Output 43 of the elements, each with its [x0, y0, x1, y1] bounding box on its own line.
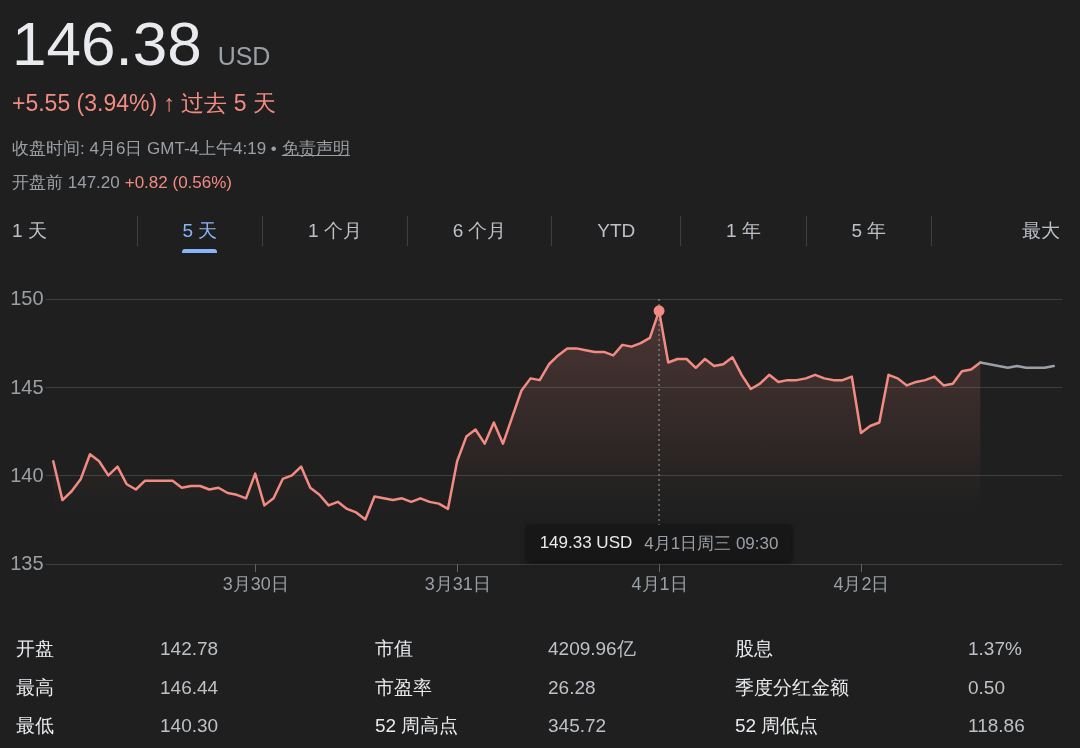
- text: 开盘: [16, 637, 54, 659]
- text: 市值: [375, 637, 413, 659]
- text: 0.50: [968, 676, 1005, 698]
- text: 5 天: [182, 220, 218, 241]
- x-tick-label: 3月30日: [222, 573, 289, 594]
- y-tick-label: 145: [10, 375, 44, 398]
- text: 开盘前 147.20: [12, 173, 120, 192]
- text: 股息: [735, 637, 773, 659]
- x-tick-label: 4月1日: [631, 573, 688, 594]
- text: 5 年: [851, 220, 887, 241]
- text: 146.44: [160, 676, 219, 698]
- text: 52 周高点: [375, 714, 459, 736]
- tooltip: 149.33 USD 4月1日周三 09:30: [526, 525, 792, 562]
- text: 收盘时间: 4月6日 GMT-4上午4:19 •: [12, 139, 277, 158]
- text: 最大: [1022, 220, 1061, 241]
- y-tick-label: 140: [10, 463, 44, 486]
- text: +0.82 (0.56%): [124, 173, 232, 192]
- text: 市盈率: [375, 676, 432, 698]
- text: 1.37%: [968, 637, 1022, 659]
- text: 最低: [16, 714, 54, 736]
- text: 最高: [16, 676, 54, 698]
- text: 4209.96亿: [548, 637, 636, 659]
- text: 1 个月: [308, 220, 362, 241]
- text: 免责声明: [281, 139, 350, 158]
- chart-subtitle: +5.55 (3.94%) ↑ 过去 5 天: [12, 90, 276, 116]
- x-tick-label: 4月2日: [833, 573, 890, 594]
- text: 26.28: [548, 676, 596, 698]
- text: 1 天: [12, 220, 47, 241]
- text: 118.86: [968, 714, 1025, 736]
- text: 6 个月: [452, 220, 507, 241]
- annotation: 149.33 USD: [539, 533, 633, 554]
- y-tick-label: 135: [10, 551, 44, 574]
- text: YTD: [597, 220, 636, 241]
- text: 季度分红金额: [735, 676, 849, 698]
- text: 140.30: [160, 714, 219, 736]
- x-tick-label: 3月31日: [424, 573, 491, 594]
- annotation: 4月1日周三 09:30: [644, 532, 779, 555]
- chart-title: 146.38 USD: [12, 9, 271, 78]
- text: 1 年: [725, 220, 761, 241]
- text: 142.78: [160, 637, 219, 659]
- y-tick-label: 150: [10, 287, 44, 310]
- text: 52 周低点: [735, 714, 819, 736]
- text: 345.72: [548, 714, 607, 736]
